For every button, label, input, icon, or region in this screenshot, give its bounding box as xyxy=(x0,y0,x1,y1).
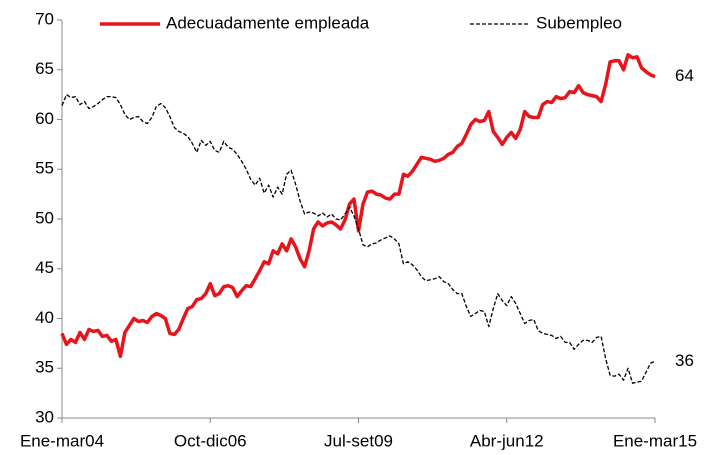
series-line xyxy=(60,53,656,359)
y-tick-label: 70 xyxy=(35,9,54,28)
x-tick-label: Ene-mar04 xyxy=(20,431,104,450)
x-tick-label: Ene-mar15 xyxy=(613,431,697,450)
x-tick-label: Oct-dic06 xyxy=(174,431,247,450)
x-tick-label: Jul-set09 xyxy=(324,431,393,450)
legend-label: Subempleo xyxy=(536,13,622,32)
y-tick-label: 55 xyxy=(35,159,54,178)
y-tick-label: 60 xyxy=(35,109,54,128)
end-label: 36 xyxy=(675,351,694,370)
y-tick-label: 30 xyxy=(35,407,54,426)
y-tick-label: 45 xyxy=(35,258,54,277)
y-tick-label: 65 xyxy=(35,59,54,78)
y-tick-label: 50 xyxy=(35,208,54,227)
y-tick-label: 35 xyxy=(35,358,54,377)
legend-label: Adecuadamente empleada xyxy=(166,13,370,32)
series-line xyxy=(61,93,656,384)
x-tick-label: Abr-jun12 xyxy=(470,431,544,450)
end-label: 64 xyxy=(675,66,694,85)
y-tick-label: 40 xyxy=(35,308,54,327)
